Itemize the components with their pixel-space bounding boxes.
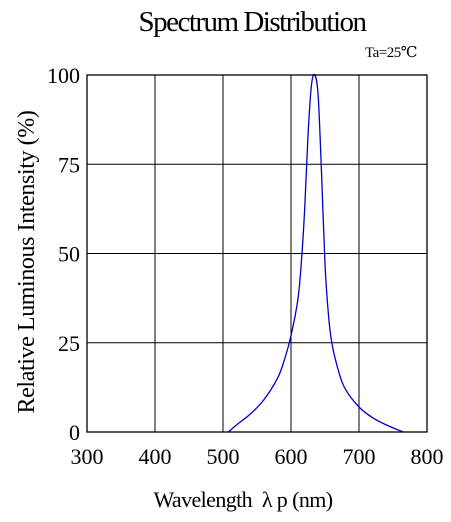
grid	[86, 74, 428, 433]
x-tick-label: 700	[343, 444, 376, 469]
y-tick-label: 100	[47, 63, 80, 88]
x-tick-label: 800	[411, 444, 444, 469]
condition-label: Ta=25℃	[365, 45, 417, 61]
y-tick-label: 25	[58, 331, 80, 356]
x-tick-label: 400	[139, 444, 172, 469]
x-tick-label: 500	[207, 444, 240, 469]
y-tick-label: 50	[58, 242, 80, 267]
x-tick-label: 300	[71, 444, 104, 469]
plot-frame	[86, 74, 428, 433]
x-axis-label: Wavelength λ p (nm)	[154, 487, 333, 512]
y-tick-label: 0	[69, 420, 80, 445]
x-tick-labels: 300 400 500 600 700 800	[71, 444, 444, 469]
x-tick-label: 600	[275, 444, 308, 469]
y-tick-label: 75	[58, 152, 80, 177]
chart-title: Spectrum Distribution	[138, 6, 367, 38]
y-axis-label: Relative Luminous Intensity (%)	[14, 111, 40, 414]
y-tick-labels: 0 25 50 75 100	[47, 63, 80, 445]
